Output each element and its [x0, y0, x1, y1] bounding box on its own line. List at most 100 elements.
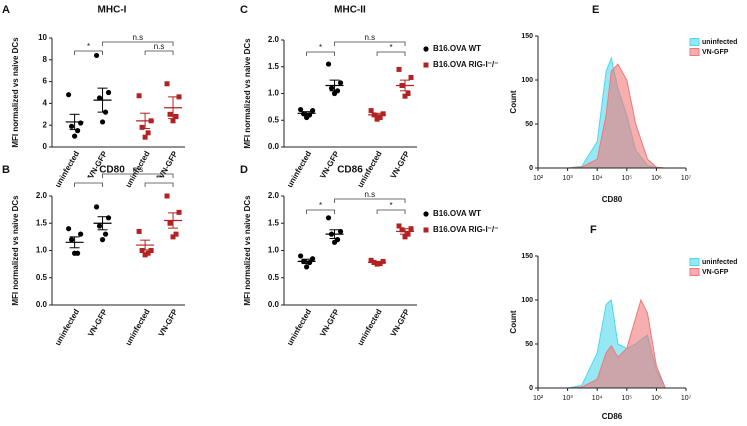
data-point [75, 128, 81, 134]
data-point [374, 116, 380, 122]
y-tick-label: 1.5 [36, 218, 48, 227]
data-point [164, 81, 170, 87]
significance-label: * [319, 201, 322, 210]
data-point [139, 248, 145, 253]
y-tick-label: 1.0 [268, 89, 280, 98]
legend-label: uninfected [702, 259, 737, 266]
data-point [176, 209, 182, 215]
x-tick-label: 10⁷ [681, 395, 692, 402]
chart-title: CD80 [99, 165, 125, 176]
data-point [325, 61, 332, 67]
chart-title: CD86 [337, 165, 363, 176]
data-point [331, 90, 338, 97]
data-point [69, 237, 75, 243]
significance-bracket [334, 41, 406, 46]
y-axis-label: MFI normalized vs naive DCs [11, 195, 20, 306]
y-tick-label: 2.0 [268, 191, 280, 200]
y-axis-label: MFI normalized vs naive DCs [11, 37, 20, 148]
x-tick-label: 10⁵ [621, 175, 632, 182]
area-outline [567, 63, 666, 169]
significance-bracket [102, 41, 174, 46]
y-tick-label: 0.0 [268, 300, 280, 309]
legend-label: B16.OVA WT [433, 209, 481, 218]
x-axis-label: CD80 [602, 195, 623, 204]
data-point [396, 223, 402, 229]
significance-label: n.s [154, 42, 165, 51]
x-tick-label: uninfected [285, 307, 313, 347]
x-tick-label: VN-GFP [86, 307, 109, 338]
data-point [96, 95, 103, 101]
data-point [102, 231, 109, 237]
y-tick-label: 50 [525, 341, 533, 348]
legend-marker [423, 62, 429, 68]
legend-swatch [689, 268, 700, 276]
x-tick-label: 10⁶ [651, 395, 662, 402]
significance-bracket [74, 50, 103, 55]
data-point [368, 108, 374, 114]
data-point [136, 228, 142, 234]
data-point [105, 89, 112, 96]
data-point [145, 130, 151, 136]
legend-label: VN-GFP [702, 49, 729, 56]
significance-bracket [376, 51, 406, 56]
significance-bracket [376, 209, 406, 214]
data-point [142, 252, 148, 258]
significance-label: ** [156, 174, 162, 183]
y-tick-label: 0.5 [268, 273, 280, 282]
significance-bracket [306, 51, 335, 56]
legend-label: B16.OVA RIG-I⁻/⁻ [433, 60, 498, 69]
data-point [164, 193, 170, 199]
data-point [374, 261, 380, 267]
x-tick-label: 10² [533, 395, 544, 402]
data-point [310, 108, 316, 114]
panel-letter: E [592, 4, 599, 16]
x-tick-label: uninfected [124, 307, 152, 347]
x-tick-label: 10⁴ [592, 395, 603, 402]
x-tick-label: 10³ [563, 175, 574, 182]
significance-label: n.s [132, 165, 143, 174]
data-point [304, 264, 310, 270]
y-tick-label: 4 [43, 99, 48, 108]
significance-bracket [144, 182, 174, 187]
data-point [402, 93, 408, 99]
legend-label: B16.OVA RIG-I⁻/⁻ [433, 225, 498, 234]
y-tick-label: 0.5 [36, 273, 48, 282]
data-point [139, 124, 145, 130]
data-point [142, 134, 148, 140]
data-point [136, 93, 142, 99]
x-tick-label: VN-GFP [389, 307, 412, 338]
data-point [72, 250, 78, 256]
data-point [304, 114, 310, 121]
area-fill [567, 64, 666, 168]
y-tick-label: 1.5 [268, 218, 280, 227]
significance-label: * [390, 43, 393, 52]
significance-bracket [144, 50, 174, 55]
chart-title: MHC-II [334, 5, 366, 16]
x-axis-label: CD86 [602, 412, 623, 421]
data-point [380, 258, 386, 264]
x-tick-label: uninfected [356, 307, 384, 347]
y-tick-label: 1.5 [268, 62, 280, 71]
data-point [298, 253, 304, 259]
data-point [167, 220, 173, 226]
data-point [148, 248, 154, 253]
legend-swatch [689, 48, 700, 56]
legend-swatch [689, 258, 700, 266]
legend-marker [423, 227, 429, 233]
data-point [96, 223, 103, 229]
significance-bracket [334, 198, 406, 203]
y-tick-label: 0 [43, 142, 48, 151]
data-point [66, 226, 72, 232]
significance-label: n.s [132, 33, 143, 42]
data-point [396, 66, 402, 72]
data-point [170, 234, 176, 240]
x-tick-label: 10⁶ [651, 175, 662, 182]
data-point [380, 111, 386, 117]
y-tick-label: 0 [529, 385, 533, 392]
panel-letter: C [240, 4, 248, 16]
significance-bracket [306, 209, 335, 214]
y-tick-label: 2 [43, 120, 48, 129]
area-outline [567, 298, 666, 389]
y-tick-label: 0.0 [268, 142, 280, 151]
